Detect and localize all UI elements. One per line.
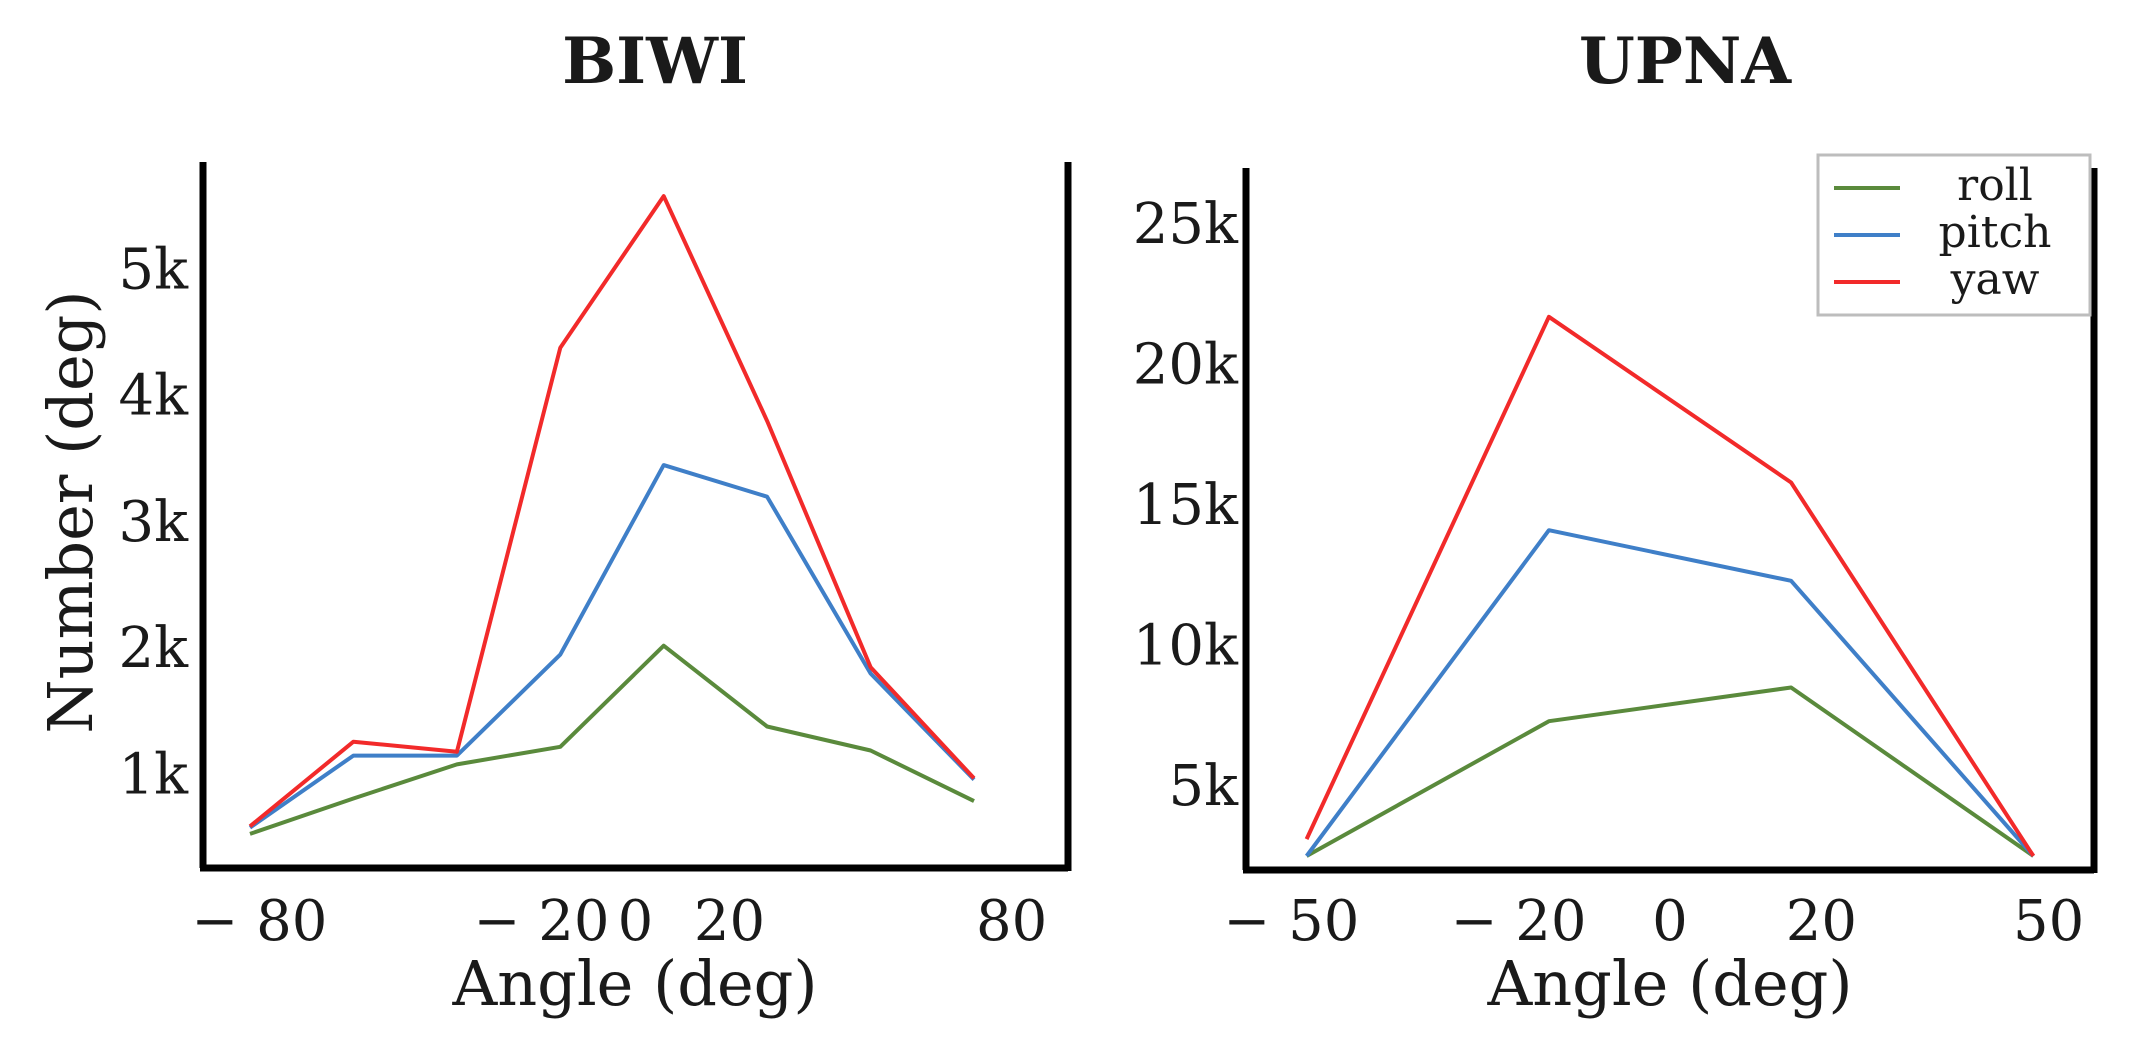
x-tick-label: − 50 bbox=[1223, 889, 1359, 954]
series-line-pitch bbox=[1304, 528, 2035, 858]
series-lines bbox=[1304, 314, 2036, 858]
y-tick-label: 25k bbox=[1133, 192, 1239, 257]
legend-label: pitch bbox=[1939, 207, 2052, 258]
y-tick-labels: 1k 2k 3k 4k 5k bbox=[118, 237, 189, 807]
x-tick-label: 80 bbox=[976, 889, 1047, 954]
x-tick-label: − 20 bbox=[1451, 889, 1587, 954]
series-line-roll bbox=[1305, 685, 2035, 858]
y-tick-label: 20k bbox=[1133, 333, 1239, 398]
x-tick-label: 0 bbox=[1652, 889, 1688, 954]
legend-label: roll bbox=[1957, 160, 2033, 211]
series-line-yaw bbox=[248, 194, 976, 828]
y-tick-label: 5k bbox=[118, 237, 189, 302]
y-tick-label: 2k bbox=[118, 616, 189, 681]
x-axis-label: Angle (deg) bbox=[451, 947, 817, 1020]
y-tick-label: 15k bbox=[1133, 473, 1239, 538]
y-axis-label: Number (deg) bbox=[34, 290, 107, 733]
upna-chart: UPNA − 50 − 20 0 20 50 5k 10k 15k 20k 25k Angle … bbox=[1133, 24, 2098, 1020]
x-tick-label: 20 bbox=[1786, 889, 1857, 954]
x-tick-label: 0 bbox=[618, 889, 654, 954]
y-tick-labels: 5k 10k 15k 20k 25k bbox=[1133, 192, 1239, 819]
y-tick-label: 4k bbox=[118, 364, 189, 429]
chart-title: BIWI bbox=[562, 24, 748, 99]
x-tick-label: − 20 bbox=[473, 889, 609, 954]
y-tick-label: 5k bbox=[1168, 754, 1239, 819]
y-tick-label: 3k bbox=[118, 490, 189, 555]
x-axis-label: Angle (deg) bbox=[1486, 947, 1852, 1020]
chart-title: UPNA bbox=[1579, 24, 1792, 99]
series-line-pitch bbox=[248, 463, 976, 830]
y-tick-label: 1k bbox=[118, 743, 189, 808]
y-tick-label: 10k bbox=[1133, 613, 1239, 678]
x-tick-label: − 80 bbox=[191, 889, 327, 954]
x-tick-labels: − 50 − 20 0 20 50 bbox=[1223, 889, 2084, 954]
x-tick-label: 50 bbox=[2013, 889, 2084, 954]
legend-label: yaw bbox=[1950, 254, 2040, 305]
series-line-roll bbox=[249, 643, 975, 836]
x-tick-labels: − 80 − 20 0 20 80 bbox=[191, 889, 1047, 954]
x-tick-label: 20 bbox=[694, 889, 765, 954]
biwi-chart: BIWI − 80 − 20 0 20 80 1k 2k 3k 4k 5k Angle (deg… bbox=[34, 24, 1072, 1020]
series-line-yaw bbox=[1304, 314, 2036, 858]
series-lines bbox=[248, 194, 976, 836]
